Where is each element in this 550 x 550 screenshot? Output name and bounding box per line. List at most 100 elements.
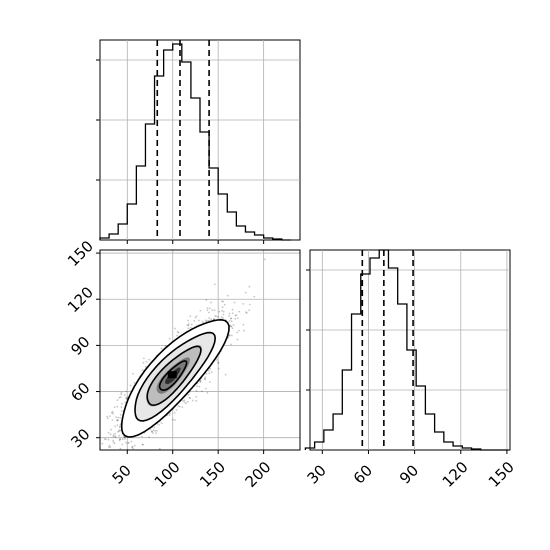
scatter-point [164, 345, 167, 347]
scatter-point [110, 428, 112, 431]
scatter-point [206, 309, 209, 312]
scatter-point [152, 429, 155, 431]
scatter-point [187, 393, 190, 396]
marginal-x-frame [99, 39, 301, 241]
scatter-point [107, 417, 109, 420]
x-tick-label: 60 [350, 461, 376, 487]
scatter-point [204, 387, 207, 390]
scatter-point [210, 301, 212, 304]
scatter-point [217, 367, 220, 370]
scatter-point [130, 440, 133, 443]
scatter-point [121, 410, 123, 412]
scatter-point [234, 314, 237, 317]
scatter-point [237, 317, 239, 320]
scatter-point [228, 312, 231, 315]
scatter-point [186, 400, 189, 403]
scatter-point [178, 405, 181, 408]
marginal-x-histogram [96, 39, 301, 244]
scatter-point [109, 433, 112, 436]
scatter-point [132, 372, 134, 375]
scatter-point [119, 453, 121, 455]
scatter-point [222, 300, 225, 303]
marginal-y-yticks [306, 269, 310, 391]
scatter-point [119, 438, 121, 441]
scatter-point [242, 303, 245, 305]
scatter-point [198, 319, 200, 322]
scatter-point [107, 438, 110, 441]
joint-yticks: 30 60 90 120 150 [64, 237, 100, 451]
scatter-point [195, 395, 198, 398]
scatter-point [182, 399, 184, 402]
scatter-point [112, 434, 115, 437]
scatter-point [116, 405, 119, 408]
scatter-point [109, 446, 112, 449]
scatter-point [229, 334, 231, 337]
scatter-point [187, 324, 190, 327]
scatter-point [229, 317, 232, 320]
scatter-point [215, 315, 218, 318]
scatter-point [204, 319, 207, 322]
scatter-point [238, 329, 240, 332]
x-tick-label: 150 [485, 458, 518, 491]
scatter-point [112, 439, 115, 442]
scatter-point [174, 419, 176, 421]
scatter-point [195, 389, 198, 392]
scatter-point [230, 343, 232, 346]
scatter-point [172, 418, 174, 421]
scatter-point [118, 426, 121, 429]
scatter-point [118, 396, 121, 399]
scatter-point [248, 285, 251, 288]
scatter-point [116, 418, 119, 421]
scatter-point [248, 309, 251, 312]
scatter-point [187, 323, 190, 325]
y-tick-label: 150 [64, 237, 97, 270]
scatter-point [222, 310, 225, 313]
scatter-point [209, 367, 212, 370]
scatter-point [246, 312, 248, 314]
scatter-point [195, 315, 198, 317]
scatter-point [213, 283, 216, 286]
scatter-point [132, 477, 134, 479]
scatter-point [119, 413, 122, 416]
scatter-point [116, 399, 119, 402]
x-tick-label: 200 [242, 458, 275, 491]
scatter-point [104, 464, 106, 466]
scatter-point [106, 415, 109, 418]
marginal-y-grid [310, 250, 510, 450]
scatter-point [125, 390, 128, 393]
scatter-point [131, 446, 134, 449]
scatter-point [131, 445, 134, 448]
scatter-point [213, 318, 216, 321]
scatter-point [242, 323, 245, 326]
scatter-point [208, 319, 210, 322]
scatter-point [243, 329, 245, 332]
scatter-point [114, 425, 116, 428]
scatter-point [117, 416, 120, 419]
scatter-point [96, 447, 98, 449]
marginal-x-steps [99, 43, 291, 241]
scatter-point [124, 436, 126, 439]
scatter-point [231, 327, 234, 329]
scatter-point [118, 434, 121, 437]
scatter-point [120, 459, 122, 461]
scatter-point [218, 310, 221, 313]
scatter-point [238, 310, 241, 313]
scatter-point [196, 385, 198, 388]
scatter-point [144, 365, 147, 368]
marginal-x-yticks [96, 59, 100, 181]
scatter-point [201, 320, 204, 323]
contour-line [158, 360, 188, 392]
marginal-x-grid [100, 40, 300, 244]
scatter-point [117, 430, 119, 433]
x-tick-label: 120 [439, 458, 472, 491]
scatter-point [95, 471, 97, 473]
scatter-point [221, 300, 223, 303]
scatter-point [118, 429, 121, 432]
scatter-point [210, 318, 213, 321]
scatter-point [153, 426, 156, 429]
scatter-point [217, 361, 219, 364]
scatter-point [230, 325, 233, 328]
scatter-point [133, 382, 136, 384]
scatter-point [230, 317, 233, 320]
scatter-point [208, 369, 210, 372]
